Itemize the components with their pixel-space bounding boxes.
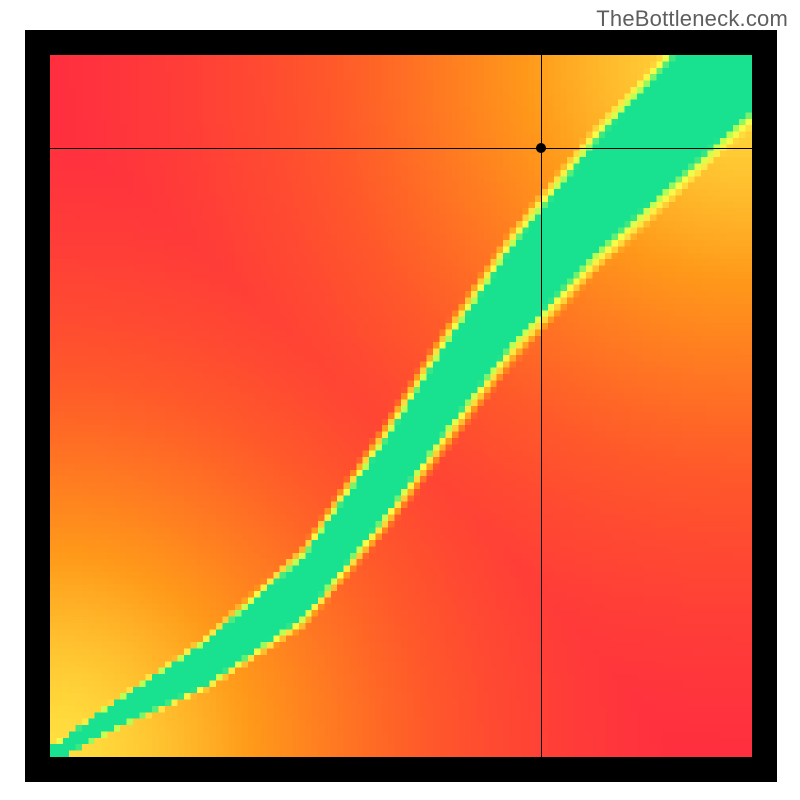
plot-area <box>25 30 777 782</box>
watermark-text: TheBottleneck.com <box>596 6 788 32</box>
chart-root: TheBottleneck.com <box>0 0 800 800</box>
bottleneck-heatmap <box>50 55 752 757</box>
